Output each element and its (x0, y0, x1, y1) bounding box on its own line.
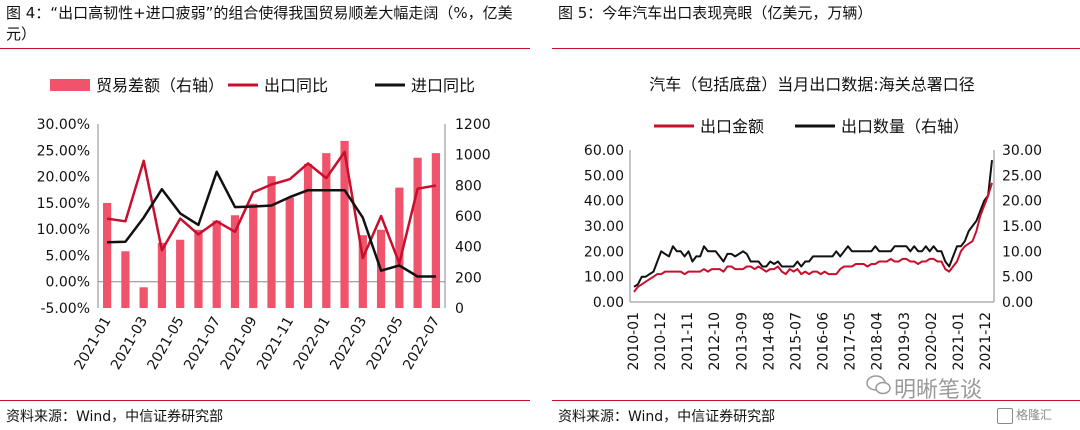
y-left-tick-label: 0.00% (46, 275, 90, 291)
legend-label: 出口数量（右轴） (841, 117, 969, 136)
bar (285, 197, 294, 308)
bar (340, 140, 349, 308)
bar (176, 239, 185, 308)
y-left-tick-label: 40.00 (584, 194, 624, 210)
y-right-tick-label: 30.00 (1002, 143, 1042, 159)
x-tick-label: 2018-04 (870, 312, 886, 371)
y-left-tick-label: 20.00% (37, 170, 90, 186)
bar (322, 153, 331, 308)
y-right-tick-label: 0 (455, 301, 464, 317)
wechat-icon (866, 375, 891, 395)
chart-4: 贸易差额（右轴） 出口同比 进口同比 30.00% 25.00% 20.00% 15.00%… (37, 76, 491, 373)
figure-4-title: 图 4：“出口高韧性+进口疲弱”的组合使得我国贸易顺差大幅走阔（%，亿美元） (6, 4, 513, 43)
x-tick-label: 2013-09 (734, 312, 750, 371)
y-left-tick-label: 30.00% (37, 117, 90, 133)
y-left-tick-label: 50.00 (584, 168, 624, 184)
figure-5-source: 资料来源：Wind，中信证券研究部 (558, 409, 776, 425)
y-left-tick-label: 25.00% (37, 143, 90, 159)
y-left-tick-label: 60.00 (584, 143, 624, 159)
legend-label: 出口金额 (700, 117, 764, 136)
bar (194, 229, 203, 308)
bar (121, 251, 130, 308)
bar (303, 163, 313, 308)
logo-icon (997, 407, 1013, 424)
source-rule (552, 400, 1080, 401)
y-left-tick-label: 15.00% (37, 196, 90, 212)
chart-title: 汽车（包括底盘）当月出口数据:海关总署口径 (649, 75, 974, 94)
figure-4-panel: 图 4：“出口高韧性+进口疲弱”的组合使得我国贸易顺差大幅走阔（%，亿美元） 贸… (0, 0, 530, 430)
legend-label: 贸易差额（右轴） (96, 76, 224, 95)
legend-label: 出口同比 (264, 76, 328, 95)
y-right-tick-label: 10.00 (1002, 244, 1042, 260)
y-left-tick-label: 20.00 (584, 244, 624, 260)
bar (157, 242, 167, 308)
y-right-tick-label: 5.00 (1002, 270, 1033, 286)
bar (212, 220, 221, 308)
x-tick-label: 2012-10 (707, 312, 723, 371)
title-rule (552, 48, 1080, 49)
x-tick-label: 2019-03 (897, 312, 913, 371)
y-right-tick-label: 400 (455, 240, 482, 256)
y-right-tick-label: 1200 (455, 117, 491, 133)
legend-label: 进口同比 (411, 76, 475, 95)
logo-text: 格隆汇 (1016, 408, 1053, 422)
watermark-text: 明晰笔谈 (894, 378, 983, 403)
y-right-tick-label: 25.00 (1002, 168, 1042, 184)
x-tick-label: 2011-11 (680, 312, 696, 371)
export-value-line (633, 182, 993, 293)
y-left-tick-label: 10.00% (37, 222, 90, 238)
y-right-tick-label: 800 (455, 178, 482, 194)
bar (103, 202, 112, 308)
x-tick-label: 2010-01 (626, 312, 642, 371)
figure-5-title: 图 5：今年汽车出口表现亮眼（亿美元，万辆） (558, 4, 873, 22)
bar (249, 203, 258, 308)
x-tick-label: 2021-12 (978, 312, 994, 371)
x-tick-label: 2022-07 (400, 314, 443, 373)
bar (358, 235, 367, 308)
y-right-tick-label: 200 (455, 270, 482, 286)
y-right-tick-label: 1000 (455, 148, 491, 164)
y-right-tick-label: 15.00 (1002, 219, 1042, 235)
gelonghui-logo: 格隆汇 (997, 406, 1052, 424)
x-tick-label: 2010-12 (653, 312, 669, 371)
bar (431, 153, 440, 308)
bar (139, 287, 148, 308)
y-right-tick-label: 20.00 (1002, 194, 1042, 210)
x-tick-label: 2016-06 (816, 312, 832, 371)
x-tick-label: 2017-05 (843, 312, 859, 371)
export-volume-line (633, 159, 993, 288)
y-left-tick-label: 0.00 (593, 295, 624, 311)
y-left-tick-label: 5.00% (46, 248, 90, 264)
bar (413, 157, 422, 308)
y-right-tick-label: 0.00 (1002, 295, 1033, 311)
figure-5-panel: 图 5：今年汽车出口表现亮眼（亿美元，万辆） 汽车（包括底盘）当月出口数据:海关… (552, 0, 1080, 430)
bar (267, 176, 276, 308)
x-tick-label: 2015-07 (788, 312, 804, 371)
y-left-tick-label: -5.00% (40, 301, 90, 317)
bar (395, 187, 404, 308)
title-rule (0, 48, 530, 49)
bar (230, 215, 240, 308)
y-left-tick-label: 30.00 (584, 219, 624, 235)
legend-swatch-bar (50, 79, 90, 91)
import-yoy-line (107, 170, 436, 278)
source-rule (0, 400, 530, 401)
x-tick-label: 2020-02 (924, 312, 940, 371)
y-right-tick-label: 600 (455, 209, 482, 225)
y-left-tick-label: 10.00 (584, 270, 624, 286)
x-tick-label: 2021-01 (951, 312, 967, 371)
export-yoy-line (106, 150, 437, 265)
figure-4-source: 资料来源：Wind，中信证券研究部 (6, 409, 224, 425)
x-tick-label: 2014-08 (761, 312, 777, 371)
